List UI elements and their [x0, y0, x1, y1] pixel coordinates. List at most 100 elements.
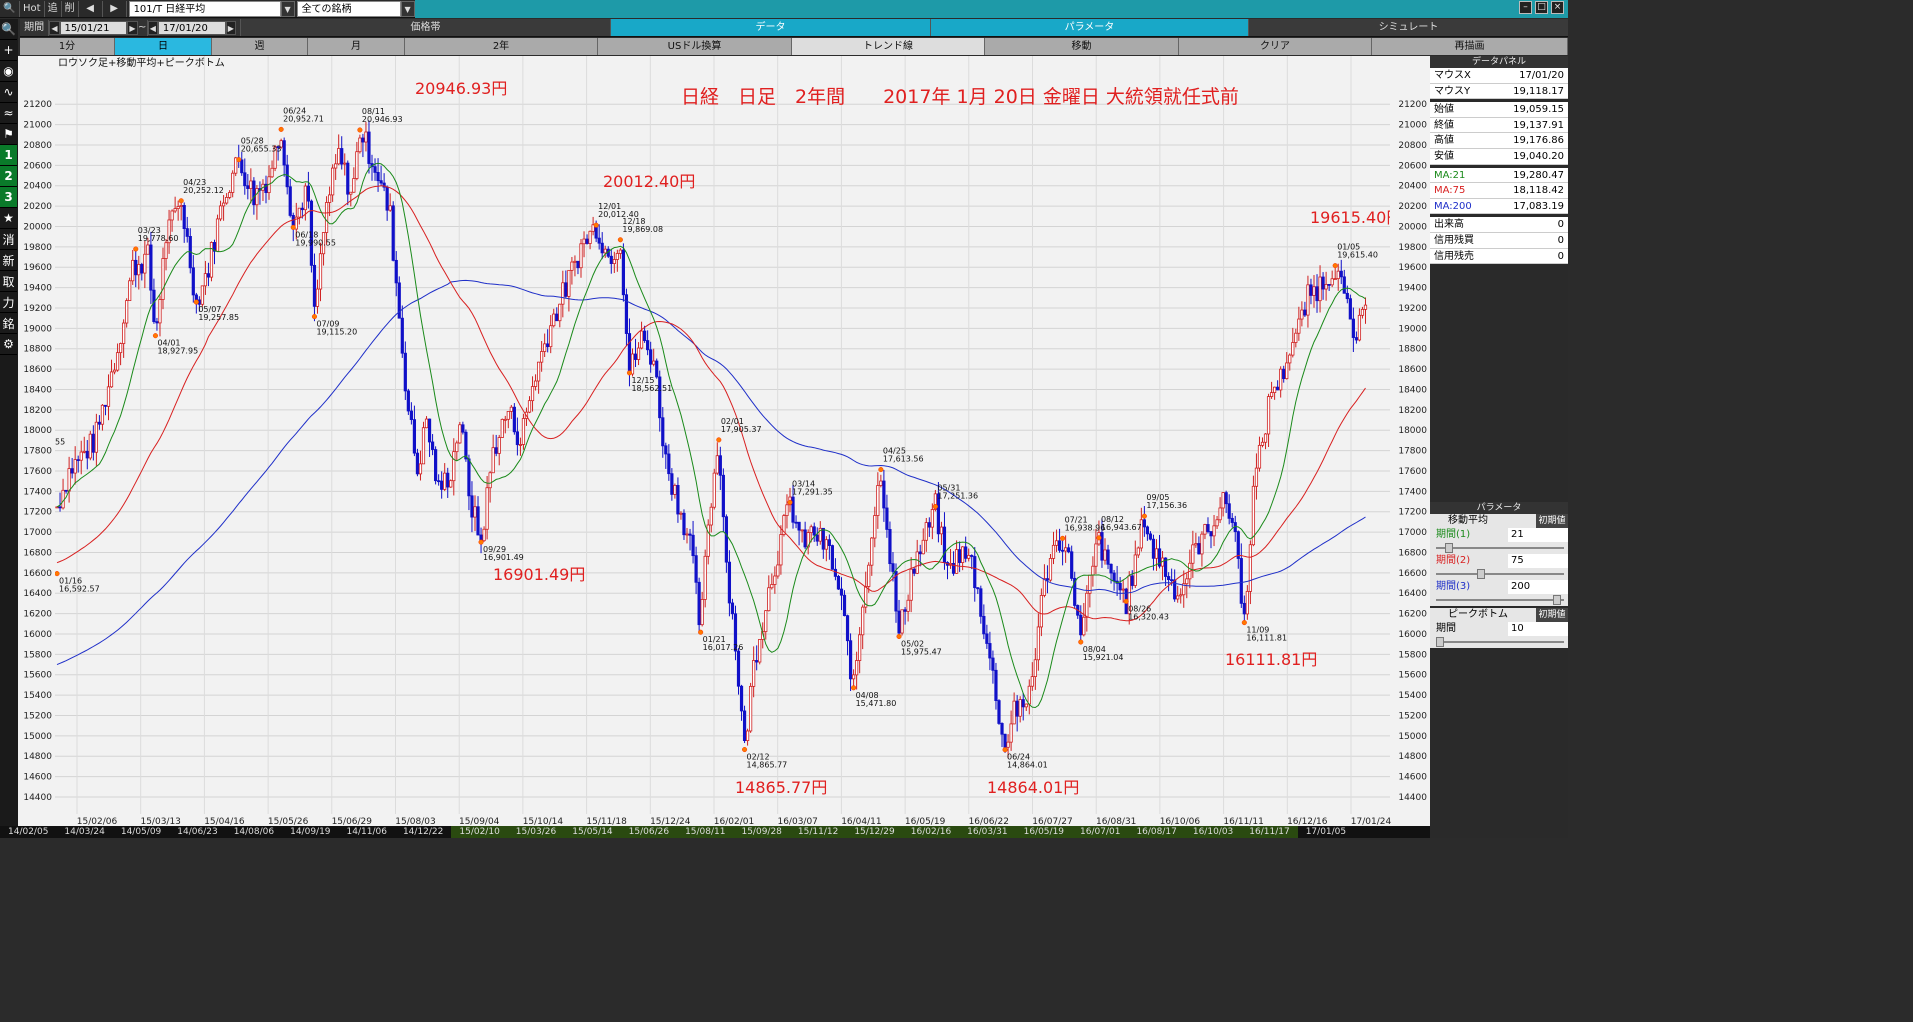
peak-date-label: 05/31 [937, 483, 960, 492]
to-next-icon[interactable]: ▶ [225, 20, 236, 35]
timeframe-tab[interactable]: 月 [308, 38, 405, 55]
candle-body [742, 710, 747, 741]
candle-body [652, 360, 656, 365]
candle-body [646, 340, 650, 351]
candle-body [221, 202, 226, 207]
erase-icon[interactable]: 消 [0, 229, 17, 250]
candle-body [533, 380, 538, 387]
pb-slider[interactable] [1430, 636, 1568, 649]
candle-body [334, 163, 338, 169]
symbol-select[interactable]: 101/T 日経平均 [128, 0, 281, 17]
line-chart-icon[interactable]: ∿ [0, 82, 17, 103]
ma-reset-button[interactable]: 初期値 [1536, 514, 1568, 529]
settings-icon[interactable]: ⚙ [0, 334, 17, 355]
ma-period-slider[interactable] [1430, 542, 1568, 555]
candle-body [588, 230, 592, 244]
ma-period-value[interactable]: 75 [1508, 554, 1568, 569]
filter-select[interactable]: 全ての銘柄 [296, 0, 401, 17]
peak-dot [626, 370, 633, 376]
candle-body [933, 493, 937, 510]
hot-button[interactable]: Hot [20, 0, 45, 17]
three-icon[interactable]: 3 [0, 187, 17, 208]
maximize-icon[interactable]: □ [1535, 1, 1548, 14]
prev-arrow-icon[interactable]: ◀ [79, 0, 103, 17]
candle-body [358, 137, 362, 153]
from-date-field[interactable]: 15/01/21 [59, 20, 128, 35]
timeframe-tab[interactable]: クリア [1179, 38, 1372, 55]
candle-body [1036, 626, 1040, 661]
peak-date-label: 09/29 [483, 545, 506, 554]
candle-body [215, 218, 220, 252]
filter-dropdown-icon[interactable]: ▼ [400, 0, 415, 17]
data-row: マウスX 17/01/20 [1430, 68, 1568, 84]
camera-icon[interactable]: ◉ [0, 61, 17, 82]
new-icon[interactable]: 新 [0, 250, 17, 271]
chart-area[interactable]: 01/16 16,592.57 03/23 19,778.60 04/01 18,927.… [54, 56, 1402, 814]
ma-period-slider[interactable] [1430, 594, 1568, 607]
peak-dot [1096, 535, 1102, 541]
panel-tab[interactable]: パラメータ [929, 19, 1248, 36]
crosshair-icon[interactable]: + [0, 40, 17, 61]
to-prev-icon[interactable]: ◀ [147, 20, 158, 35]
data-row-value: 0 [1557, 250, 1564, 262]
star-icon[interactable]: ★ [0, 208, 17, 229]
slider-knob[interactable] [1552, 595, 1561, 606]
candle-body [88, 433, 92, 459]
timeframe-tab[interactable]: 移動 [985, 38, 1179, 55]
peak-date-label: 06/24 [283, 106, 306, 115]
chart-title: ロウソク足+移動平均+ピークボトム [58, 56, 225, 69]
candle-body [173, 208, 177, 212]
y-tick-right: 18800 [1398, 345, 1427, 355]
timeline-bar[interactable]: 14/02/05 14/03/24 14/05/09 14/06/23 14/08/06… [0, 826, 1568, 838]
slider-knob[interactable] [1477, 569, 1486, 580]
delete-button[interactable]: 削 [62, 0, 79, 17]
to-date-field[interactable]: 17/01/20 [157, 20, 226, 35]
candle-body [970, 555, 974, 557]
ma-period-value[interactable]: 200 [1508, 580, 1568, 595]
flag-icon[interactable]: ⚑ [0, 124, 17, 145]
y-tick-left: 15400 [23, 691, 52, 701]
two-icon[interactable]: 2 [0, 166, 17, 187]
from-prev-icon[interactable]: ◀ [49, 20, 60, 35]
candle-body [1000, 723, 1004, 735]
from-next-icon[interactable]: ▶ [127, 20, 138, 35]
panel-tab[interactable]: シミュレート [1247, 19, 1568, 36]
peakbottom-title: ピークボトム [1448, 609, 1508, 621]
candle-body [1182, 583, 1186, 596]
panel-tab[interactable]: データ [609, 19, 930, 36]
add-button[interactable]: 追 [45, 0, 62, 17]
symbol-dropdown-icon[interactable]: ▼ [280, 0, 295, 17]
peak-value-label: 16,017.26 [703, 643, 744, 652]
one-icon[interactable]: 1 [0, 145, 17, 166]
search-icon[interactable]: 🔍 [0, 0, 20, 17]
slider-knob[interactable] [1445, 543, 1454, 554]
timeline-date: 17/01/05 [1305, 827, 1347, 837]
pb-period-label: 期間 [1436, 623, 1456, 635]
ma-period-row: 期間(1) 21 [1430, 528, 1568, 543]
candle-body [967, 555, 971, 559]
pb-reset-button[interactable]: 初期値 [1536, 608, 1568, 623]
timeframe-tab[interactable]: トレンド線 [792, 38, 985, 55]
panel-tab[interactable]: 価格帯 [239, 19, 610, 36]
timeframe-tab[interactable]: USドル換算 [598, 38, 792, 55]
force-icon[interactable]: 力 [0, 292, 17, 313]
y-tick-left: 20000 [23, 222, 52, 232]
brand-icon[interactable]: 銘 [0, 313, 17, 334]
pb-period-value[interactable]: 10 [1508, 622, 1568, 637]
timeframe-tab[interactable]: 再描画 [1372, 38, 1568, 55]
candle-body [1227, 503, 1231, 519]
close-icon[interactable]: × [1551, 1, 1564, 14]
ma-period-slider[interactable] [1430, 568, 1568, 581]
multi-line-icon[interactable]: ≈ [0, 103, 17, 124]
timeframe-tab[interactable]: 2年 [405, 38, 598, 55]
y-tick-left: 19400 [23, 284, 52, 294]
minimize-icon[interactable]: – [1519, 1, 1532, 14]
ma-period-value[interactable]: 21 [1508, 528, 1568, 543]
timeframe-tab[interactable]: 日 [115, 38, 212, 55]
search-icon[interactable]: 🔍 [0, 19, 17, 40]
timeframe-tab[interactable]: 1分 [20, 38, 115, 55]
timeframe-tab[interactable]: 週 [212, 38, 308, 55]
next-arrow-icon[interactable]: ▶ [103, 0, 127, 17]
take-icon[interactable]: 取 [0, 271, 17, 292]
peak-date-label: 05/02 [901, 639, 924, 648]
